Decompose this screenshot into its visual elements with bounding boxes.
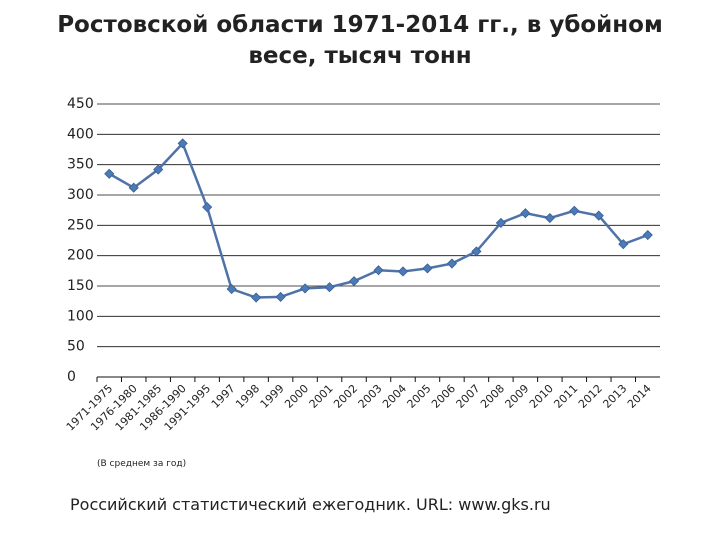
x-tick-label: 2004: [380, 382, 409, 411]
x-tick-label: 2007: [454, 382, 483, 411]
x-tick-label: 2003: [356, 382, 385, 411]
x-tick-label: 1999: [258, 382, 287, 411]
marker: [202, 202, 213, 213]
marker: [397, 266, 409, 277]
marker: [153, 164, 164, 175]
marker: [642, 229, 653, 241]
note: (В среднем за год): [97, 459, 186, 469]
marker: [593, 210, 604, 221]
x-tick-label: 2008: [478, 382, 507, 411]
y-tick-label: 200: [67, 248, 94, 264]
x-tick-label: 2013: [600, 382, 629, 411]
marker: [373, 265, 384, 276]
chart-title: Ростовской области 1971-2014 гг., в убой…: [57, 12, 663, 38]
y-tick-label: 50: [67, 339, 85, 355]
x-tick-label: 1997: [209, 382, 238, 411]
marker: [422, 263, 433, 274]
marker: [299, 283, 311, 294]
x-tick-label: 2006: [429, 382, 458, 411]
marker: [251, 292, 262, 303]
marker: [324, 282, 335, 293]
marker: [495, 217, 506, 228]
x-tick-label: 2014: [625, 382, 654, 411]
marker: [348, 276, 360, 287]
marker: [104, 168, 115, 179]
source: Российский статистический ежегодник. URL…: [70, 495, 551, 514]
marker: [544, 212, 555, 224]
y-tick-label: 250: [67, 217, 94, 233]
x-tick-label: 1998: [233, 382, 262, 411]
marker: [520, 208, 531, 219]
x-tick-label: 2012: [576, 382, 605, 411]
y-tick-label: 350: [67, 157, 94, 173]
y-tick-label: 400: [67, 126, 94, 142]
x-tick-label: 2001: [307, 382, 336, 411]
y-tick-label: 450: [67, 96, 94, 112]
marker: [569, 205, 580, 216]
x-tick-label: 2009: [502, 382, 531, 411]
x-tick-label: 2000: [282, 382, 311, 411]
y-tick-label: 100: [67, 308, 94, 324]
marker: [471, 246, 482, 257]
x-tick-label: 2010: [527, 382, 556, 411]
marker: [446, 258, 458, 269]
x-tick-label: 2011: [551, 382, 580, 411]
marker: [128, 182, 139, 193]
marker: [618, 239, 629, 250]
marker: [226, 283, 237, 295]
x-tick-label: 2002: [331, 382, 360, 411]
y-tick-label: 0: [67, 369, 76, 385]
marker: [177, 138, 188, 149]
x-tick-label: 2005: [405, 382, 434, 411]
y-tick-label: 300: [67, 187, 94, 203]
y-tick-label: 150: [67, 278, 94, 294]
chart-title: весе, тысяч тонн: [248, 43, 471, 69]
marker: [275, 291, 286, 302]
